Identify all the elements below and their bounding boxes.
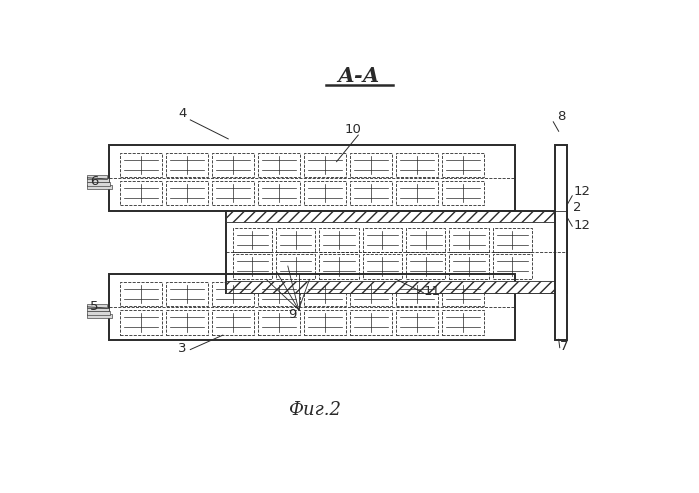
Bar [212,282,254,306]
Bar [226,281,567,293]
Text: 6: 6 [90,175,99,188]
Bar [350,152,392,177]
Bar [233,254,272,279]
Bar [226,211,567,293]
Bar [350,282,392,306]
Bar [363,228,402,252]
Bar [449,228,489,252]
Text: 5: 5 [90,300,99,313]
Bar [442,152,484,177]
Bar [276,254,315,279]
Bar [258,282,301,306]
Bar [120,181,162,206]
Text: А-А: А-А [337,66,380,86]
Bar [396,152,438,177]
Bar [449,254,489,279]
Bar [304,152,346,177]
Text: Фиг.2: Фиг.2 [289,401,341,420]
Bar [396,282,438,306]
Bar [493,254,532,279]
Text: 4: 4 [178,107,187,120]
Bar [120,152,162,177]
Text: 11: 11 [424,285,440,298]
Bar [166,282,208,306]
Bar [87,182,110,186]
Bar [212,181,254,206]
Bar [442,310,484,335]
Bar [493,228,532,252]
Bar [319,228,359,252]
Bar [396,181,438,206]
Bar [87,315,112,318]
Bar [350,181,392,206]
Text: 8: 8 [558,110,566,123]
Bar [87,175,108,179]
Text: 12: 12 [573,185,590,198]
Bar [442,181,484,206]
Bar [166,152,208,177]
Bar [406,228,445,252]
Bar [87,308,109,311]
Bar [258,310,301,335]
Bar [304,282,346,306]
Bar [87,185,112,189]
Bar [304,310,346,335]
Bar [212,310,254,335]
Bar [258,181,301,206]
Bar [87,304,108,308]
Bar [396,310,438,335]
Text: 2: 2 [573,201,582,214]
Bar [109,274,515,340]
Text: 3: 3 [178,342,187,355]
Bar [226,211,567,222]
Bar [166,181,208,206]
Bar [120,310,162,335]
Text: 10: 10 [345,123,361,136]
Text: 9: 9 [288,308,296,321]
Bar [406,254,445,279]
Bar [212,152,254,177]
Bar [555,144,567,340]
Bar [276,228,315,252]
Bar [319,254,359,279]
Bar [87,178,109,182]
Text: 7: 7 [561,340,569,353]
Bar [109,144,515,211]
Bar [304,181,346,206]
Bar [166,310,208,335]
Bar [350,310,392,335]
Bar [258,152,301,177]
Bar [87,311,110,315]
Bar [120,282,162,306]
Bar [233,228,272,252]
Bar [442,282,484,306]
Text: 12: 12 [573,219,590,232]
Bar [363,254,402,279]
